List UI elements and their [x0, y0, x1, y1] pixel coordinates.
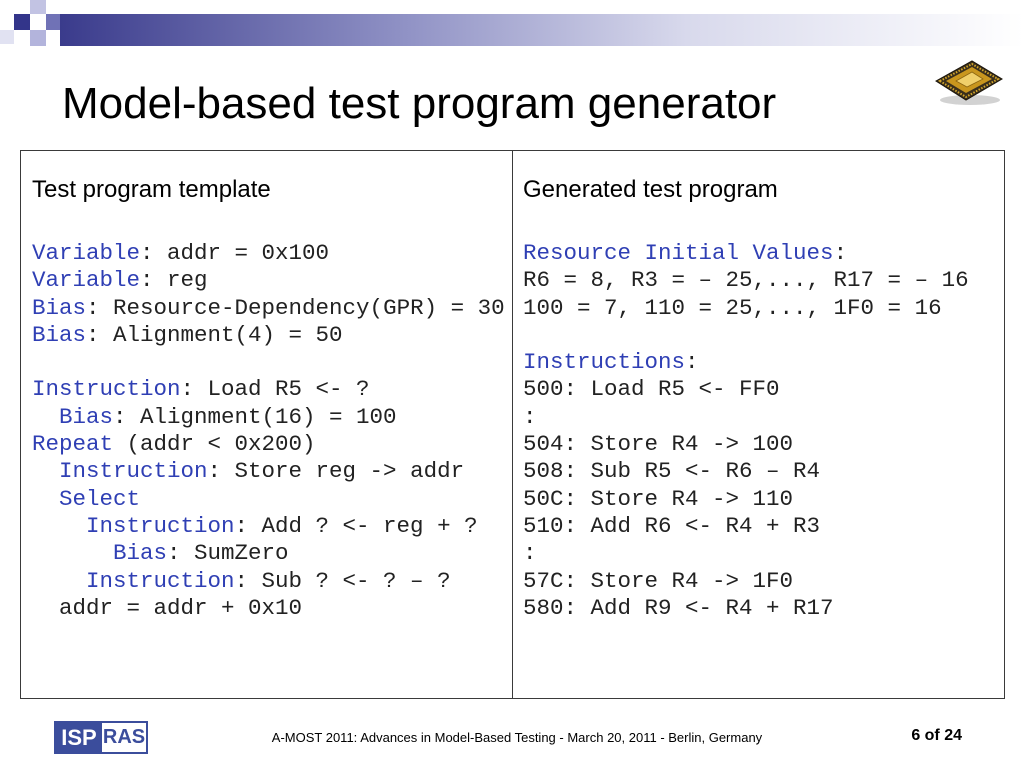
code-text: : Sub ? <- ? – ?: [234, 567, 451, 594]
logo-ras: RAS: [102, 723, 146, 752]
code-keyword: Select: [59, 485, 141, 512]
code-line: Instruction: Store reg -> addr: [32, 458, 505, 485]
code-line: Instructions:: [523, 349, 969, 376]
code-text: : addr = 0x100: [140, 240, 330, 266]
code-line: Bias: Alignment(4) = 50: [32, 322, 505, 349]
code-text: : Alignment(4) = 50: [86, 321, 343, 348]
code-text: : Add ? <- reg + ?: [234, 512, 478, 539]
code-keyword: Variable: [32, 240, 141, 266]
code-line: Select: [32, 486, 505, 513]
code-line: Instruction: Add ? <- reg + ?: [32, 513, 505, 540]
code-text: addr = addr + 0x10: [59, 594, 303, 621]
template-column: Test program template Variable: addr = 0…: [21, 151, 512, 698]
code-text: 580: Add R9 <- R4 + R17: [523, 594, 834, 621]
code-line: Variable: reg: [32, 267, 505, 294]
header-gradient-bar: [60, 14, 1024, 46]
code-text: : Alignment(16) = 100: [113, 403, 397, 430]
code-keyword: Instructions: [523, 349, 686, 376]
logo-isp: ISP: [56, 723, 102, 752]
code-keyword: Instruction: [59, 458, 208, 485]
code-keyword: Bias: [113, 540, 168, 567]
code-line: :: [523, 404, 969, 431]
code-line: 500: Load R5 <- FF0: [523, 376, 969, 403]
code-line: Instruction: Sub ? <- ? – ?: [32, 568, 505, 595]
code-line: 504: Store R4 -> 100: [523, 431, 969, 458]
code-text: 57C: Store R4 -> 1F0: [523, 567, 794, 594]
code-line: 510: Add R6 <- R4 + R3: [523, 513, 969, 540]
code-keyword: Instruction: [86, 512, 235, 539]
code-line: 580: Add R9 <- R4 + R17: [523, 595, 969, 622]
blank-line: [32, 349, 505, 376]
template-code: Variable: addr = 0x100 Variable: reg Bia…: [32, 240, 505, 622]
code-line: R6 = 8, R3 = – 25,..., R17 = – 16: [523, 267, 969, 294]
code-keyword: Bias: [59, 403, 114, 430]
code-text: 100 = 7, 110 = 25,..., 1F0 = 16: [523, 294, 942, 321]
code-text: 500: Load R5 <- FF0: [523, 376, 780, 403]
code-keyword: Variable: [32, 267, 141, 294]
column-divider: [512, 151, 513, 698]
ispras-logo: ISP RAS: [54, 721, 148, 754]
code-text: :: [685, 349, 699, 376]
code-text: (addr < 0x200): [113, 431, 316, 458]
code-text: 510: Add R6 <- R4 + R3: [523, 512, 821, 539]
corner-square: [0, 30, 14, 44]
code-line: Bias: Alignment(16) = 100: [32, 404, 505, 431]
slide-title: Model-based test program generator: [62, 79, 777, 128]
corner-square: [30, 30, 46, 46]
code-line: 57C: Store R4 -> 1F0: [523, 568, 969, 595]
corner-square: [30, 0, 46, 14]
code-text: :: [523, 403, 537, 430]
code-line: :: [523, 540, 969, 567]
code-text: :: [833, 240, 848, 266]
generated-heading: Generated test program: [523, 176, 778, 203]
code-text: 50C: Store R4 -> 110: [523, 485, 794, 512]
code-line: Resource Initial Values:: [523, 240, 969, 267]
comparison-table: Test program template Variable: addr = 0…: [20, 150, 1005, 699]
cpu-chip-icon: [934, 56, 1004, 106]
code-keyword: Bias: [32, 321, 87, 348]
generated-column: Generated test program Resource Initial …: [513, 151, 1004, 698]
corner-square: [46, 14, 60, 30]
code-text: 508: Sub R5 <- R6 – R4: [523, 458, 821, 485]
code-line: Instruction: Load R5 <- ?: [32, 376, 505, 403]
code-line: 508: Sub R5 <- R6 – R4: [523, 458, 969, 485]
blank-line: [523, 322, 969, 349]
code-keyword: Repeat: [32, 431, 114, 458]
code-text: : SumZero: [167, 540, 289, 567]
code-keyword: Bias: [32, 294, 87, 321]
code-keyword: Instruction: [32, 376, 181, 403]
code-text: : Resource-Dependency(GPR) = 30: [86, 294, 505, 321]
code-text: : reg: [140, 267, 208, 294]
page-number: 6 of 24: [911, 727, 962, 744]
code-line: addr = addr + 0x10: [32, 595, 505, 622]
code-text: 504: Store R4 -> 100: [523, 431, 794, 458]
code-line: Repeat (addr < 0x200): [32, 431, 505, 458]
generated-code: Resource Initial Values: R6 = 8, R3 = – …: [523, 240, 969, 622]
corner-square: [14, 14, 30, 30]
code-line: Bias: SumZero: [32, 540, 505, 567]
footer-text: A-MOST 2011: Advances in Model-Based Tes…: [271, 730, 763, 745]
code-line: 50C: Store R4 -> 110: [523, 486, 969, 513]
code-line: Bias: Resource-Dependency(GPR) = 30: [32, 295, 505, 322]
code-text: : Load R5 <- ?: [180, 376, 370, 403]
code-keyword: Resource Initial Values: [523, 240, 834, 266]
code-line: 100 = 7, 110 = 25,..., 1F0 = 16: [523, 295, 969, 322]
code-line: Variable: addr = 0x100: [32, 240, 505, 267]
code-keyword: Instruction: [86, 567, 235, 594]
code-text: R6 = 8, R3 = – 25,..., R17 = – 16: [523, 267, 969, 294]
code-text: :: [523, 540, 537, 567]
template-heading: Test program template: [32, 176, 271, 203]
cpu-chip-icon: [935, 60, 1003, 105]
code-text: : Store reg -> addr: [207, 458, 465, 485]
